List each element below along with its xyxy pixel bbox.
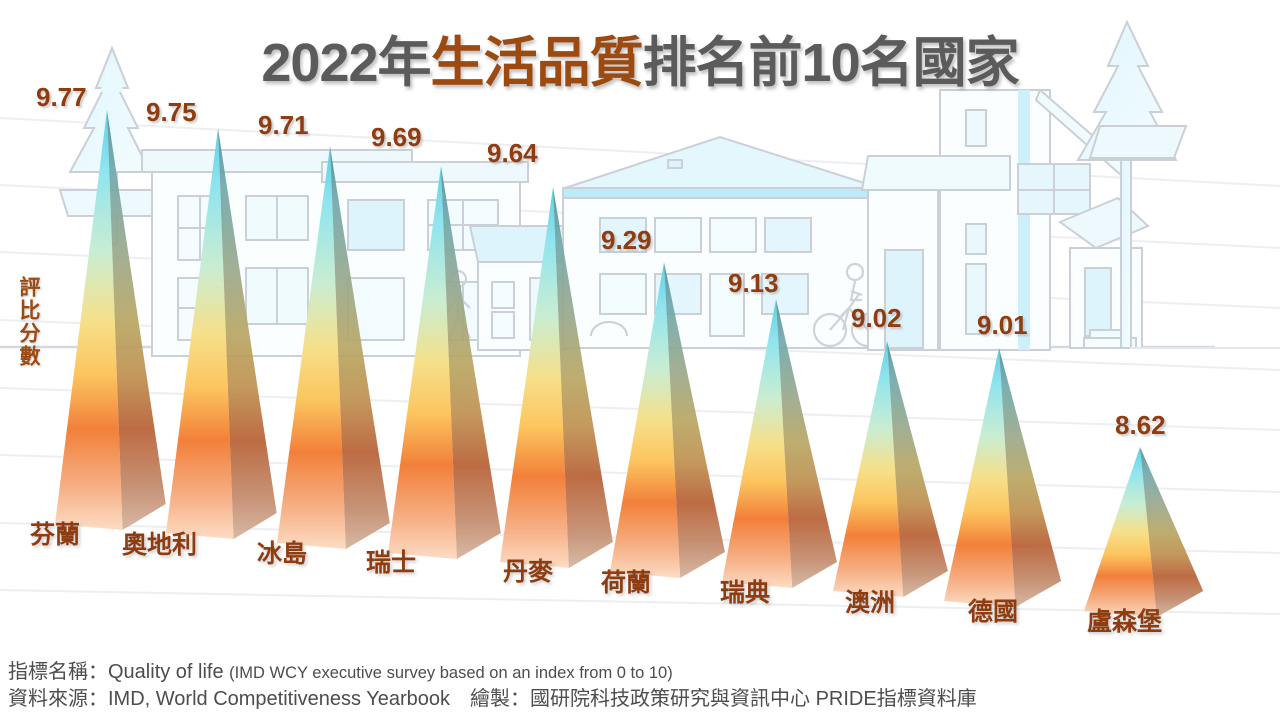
pyramid-face-lit (500, 187, 569, 568)
y-axis-label: 評比分數 (17, 276, 40, 368)
footer-source-value: IMD, World Competitiveness Yearbook (108, 688, 451, 711)
pyramid-face-lit (388, 166, 457, 559)
pyramid-face-shaded (999, 348, 1062, 607)
pyramid-face-lit (277, 146, 346, 549)
title-suffix: 排名前10名國家 (642, 33, 1020, 93)
bar-category-label: 瑞士 (366, 549, 417, 577)
pyramid-bar[interactable] (388, 166, 501, 559)
bar-category-label: 荷蘭 (601, 569, 652, 597)
pyramid-face-shaded (441, 166, 501, 559)
bar-value-label: 9.13 (728, 268, 779, 298)
page-title: 2022年生活品質排名前10名國家 (0, 18, 1280, 97)
pyramid-bar[interactable] (722, 299, 837, 588)
bar-category-label: 澳洲 (845, 589, 896, 617)
footer-source-label: 資料來源： (8, 688, 108, 711)
footer-indicator-note: (IMD WCY executive survey based on an in… (229, 663, 673, 682)
pyramid-bar[interactable] (55, 110, 166, 530)
footer-author-label: 繪製： (450, 688, 531, 711)
pyramid-face-shaded (218, 128, 277, 539)
footer-indicator-label: 指標名稱： (8, 660, 108, 683)
bar-category-label: 瑞典 (720, 579, 771, 607)
pyramid-face-lit (1084, 447, 1157, 617)
bar-value-label: 9.69 (371, 122, 422, 152)
bar-value-label: 9.75 (146, 97, 197, 127)
bar-value-label: 9.71 (258, 110, 309, 140)
pyramid-bar[interactable] (277, 146, 390, 549)
pyramid-bar[interactable] (500, 187, 613, 568)
bar-value-label: 9.29 (601, 225, 652, 255)
pyramid-bar[interactable] (166, 128, 277, 539)
bar-category-label: 冰島 (257, 540, 308, 568)
pyramid-face-shaded (887, 341, 948, 597)
bar-category-label: 奧地利 (122, 531, 198, 559)
pyramid-bar[interactable] (833, 341, 948, 597)
title-highlight: 生活品質 (430, 33, 644, 93)
pyramid-face-lit (610, 262, 681, 578)
pyramid-face-lit (722, 299, 793, 588)
bar-value-label: 9.02 (851, 303, 902, 333)
bar-value-label: 8.62 (1115, 410, 1166, 440)
pyramid-face-shaded (330, 146, 390, 549)
pyramid-face-lit (833, 341, 904, 597)
pyramid-face-shaded (107, 110, 166, 530)
pyramid-bar[interactable] (1084, 447, 1204, 617)
title-prefix: 2022年 (261, 33, 431, 93)
bar-value-label: 9.01 (977, 310, 1028, 340)
pyramid-face-shaded (553, 187, 613, 568)
bar-value-label: 9.77 (36, 82, 87, 112)
pyramid-face-lit (166, 128, 234, 539)
pyramid-bar[interactable] (610, 262, 725, 578)
bar-category-label: 盧森堡 (1087, 608, 1163, 636)
bar-category-label: 芬蘭 (30, 521, 81, 549)
pyramid-face-shaded (776, 299, 837, 588)
pyramid-face-shaded (1140, 447, 1204, 617)
pyramid-bar[interactable] (944, 348, 1062, 607)
footer-line-source: 資料來源：IMD, World Competitiveness Yearbook… (8, 686, 977, 714)
bar-category-label: 丹麥 (503, 558, 554, 586)
pyramid-face-lit (944, 348, 1016, 607)
footer-author-value: 國研院科技政策研究與資訊中心 PRIDE指標資料庫 (530, 688, 977, 711)
bar-value-label: 9.64 (487, 138, 538, 168)
bar-category-label: 德國 (968, 598, 1019, 626)
footer-line-indicator: 指標名稱：Quality of life (IMD WCY executive … (8, 659, 977, 687)
pyramid-face-lit (55, 110, 123, 530)
footer: 指標名稱：Quality of life (IMD WCY executive … (8, 659, 977, 714)
footer-indicator-value: Quality of life (108, 660, 230, 683)
pyramid-face-shaded (664, 262, 725, 578)
